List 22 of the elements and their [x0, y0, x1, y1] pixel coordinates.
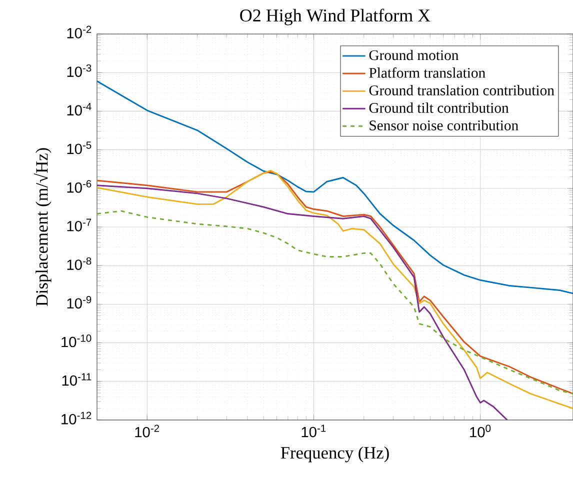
y-tick-label: 10$^{-7}$: [67, 218, 92, 232]
y-tick-label: 10$^{-10}$: [62, 334, 92, 348]
x-tick-label: 10$^{0}$: [470, 424, 491, 438]
legend-label: Platform translation: [369, 67, 486, 78]
y-tick-label: 10$^{-9}$: [67, 296, 92, 309]
y-tick-label: 10$^{-11}$: [62, 373, 92, 386]
x-tick-label: 10$^{-2}$: [135, 424, 160, 438]
y-tick-label: 10$^{-6}$: [67, 180, 92, 193]
legend-label: Ground tilt contribution: [369, 102, 509, 113]
y-tick-label: 10$^{-3}$: [67, 64, 92, 77]
legend-label: Sensor noise contribution: [370, 120, 518, 130]
x-axis-title: Frequency (Hz): [280, 446, 389, 462]
x-tick-label: 10$^{-1}$: [302, 424, 326, 438]
y-axis-title: Displacement (m/√Hz): [34, 148, 52, 306]
y-tick-label: 10$^{-12}$: [62, 412, 92, 424]
y-tick-label: 10$^{-2}$: [67, 26, 92, 38]
chart-title: O2 High Wind Platform X: [240, 8, 430, 26]
legend-label: Ground translation contribution: [369, 85, 554, 96]
y-tick-label: 10$^{-8}$: [67, 257, 92, 270]
y-tick-label: 10$^{-5}$: [67, 142, 92, 154]
legend-label: Ground motion: [369, 50, 459, 60]
y-tick-label: 10$^{-4}$: [67, 103, 92, 116]
